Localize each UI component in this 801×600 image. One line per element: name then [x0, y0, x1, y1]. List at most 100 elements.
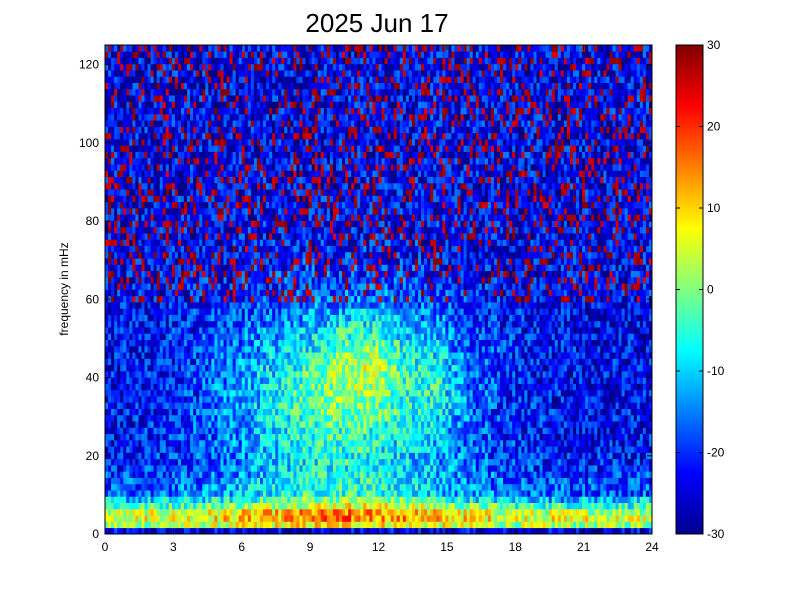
heatmap-cell [594, 502, 598, 510]
heatmap-cell [147, 389, 151, 397]
heatmap-cell [366, 421, 370, 428]
heatmap-cell [515, 527, 519, 535]
heatmap-cell [545, 458, 550, 466]
heatmap-cell [639, 446, 644, 453]
heatmap-cell [527, 483, 531, 491]
heatmap-cell [108, 465, 112, 472]
heatmap-cell [414, 527, 419, 535]
heatmap-cell [591, 527, 595, 535]
heatmap-cell [536, 383, 540, 391]
heatmap-cell [281, 502, 285, 510]
heatmap-cell [214, 427, 218, 435]
heatmap-cell [348, 364, 352, 372]
heatmap-cell [266, 483, 270, 491]
heatmap-cell [414, 358, 419, 366]
heatmap-cell [269, 465, 273, 472]
heatmap-cell [563, 471, 568, 478]
heatmap-cell [554, 383, 559, 391]
heatmap-cell [436, 414, 440, 422]
heatmap-cell [335, 490, 340, 497]
heatmap-cell [217, 471, 221, 478]
heatmap-cell [384, 458, 388, 466]
heatmap-cell [399, 527, 404, 535]
heatmap-cell [378, 402, 382, 409]
heatmap-cell [557, 508, 562, 516]
heatmap-cell [539, 477, 543, 485]
heatmap-cell [217, 371, 221, 378]
heatmap-cell [147, 358, 151, 366]
heatmap-cell [296, 458, 300, 466]
heatmap-cell [539, 471, 543, 478]
heatmap-cell [430, 458, 434, 466]
heatmap-cell [387, 477, 392, 485]
heatmap-cell [518, 521, 522, 529]
heatmap-cell [539, 402, 543, 409]
heatmap-cell [542, 427, 546, 435]
heatmap-cell [165, 477, 170, 485]
heatmap-cell [475, 527, 480, 535]
heatmap-cell [469, 421, 474, 428]
heatmap-cell [533, 465, 537, 472]
heatmap-cell [585, 396, 589, 403]
heatmap-cell [554, 471, 559, 478]
heatmap-cell [448, 427, 452, 435]
heatmap-cell [481, 458, 486, 466]
heatmap-cell [272, 396, 276, 403]
heatmap-cell [551, 389, 556, 397]
heatmap-cell [159, 358, 164, 366]
heatmap-cell [500, 371, 504, 378]
heatmap-cell [193, 402, 197, 409]
heatmap-cell [177, 383, 182, 391]
heatmap-cell [533, 408, 537, 416]
heatmap-cell [576, 383, 580, 391]
heatmap-cell [478, 508, 483, 516]
heatmap-cell [256, 414, 261, 422]
heatmap-cell [639, 364, 644, 372]
heatmap-cell [648, 471, 653, 478]
heatmap-cell [633, 527, 638, 535]
heatmap-cell [645, 364, 650, 372]
heatmap-cell [421, 521, 425, 529]
heatmap-cell [305, 477, 309, 485]
heatmap-cell [275, 490, 279, 497]
heatmap-cell [208, 421, 212, 428]
heatmap-cell [594, 515, 598, 522]
heatmap-cell [536, 371, 540, 378]
heatmap-cell [648, 396, 653, 403]
heatmap-cell [120, 446, 124, 453]
heatmap-cell [226, 414, 230, 422]
heatmap-cell [421, 477, 425, 485]
heatmap-cell [114, 508, 118, 516]
heatmap-cell [454, 414, 458, 422]
heatmap-cell [421, 402, 425, 409]
heatmap-cell [533, 396, 537, 403]
heatmap-cell [244, 458, 249, 466]
heatmap-cell [360, 427, 364, 435]
heatmap-cell [484, 446, 489, 453]
heatmap-cell [338, 452, 343, 460]
heatmap-cell [259, 483, 264, 491]
heatmap-cell [627, 433, 632, 441]
heatmap-cell [506, 446, 510, 453]
heatmap-cell [439, 496, 443, 503]
heatmap-cell [466, 433, 471, 441]
heatmap-cell [411, 490, 416, 497]
heatmap-cell [153, 377, 158, 384]
heatmap-cell [342, 358, 346, 366]
heatmap-cell [338, 477, 343, 485]
heatmap-cell [220, 414, 224, 422]
heatmap-cell [387, 427, 392, 435]
heatmap-cell [457, 458, 461, 466]
heatmap-cell [384, 383, 388, 391]
heatmap-cell [411, 427, 416, 435]
heatmap-cell [475, 490, 480, 497]
heatmap-cell [326, 358, 331, 366]
heatmap-cell [554, 496, 559, 503]
heatmap-cell [232, 408, 237, 416]
heatmap-cell [621, 490, 625, 497]
heatmap-cell [536, 389, 540, 397]
heatmap-cell [360, 527, 364, 535]
heatmap-cell [302, 490, 306, 497]
heatmap-cell [156, 439, 161, 447]
heatmap-cell [357, 508, 361, 516]
